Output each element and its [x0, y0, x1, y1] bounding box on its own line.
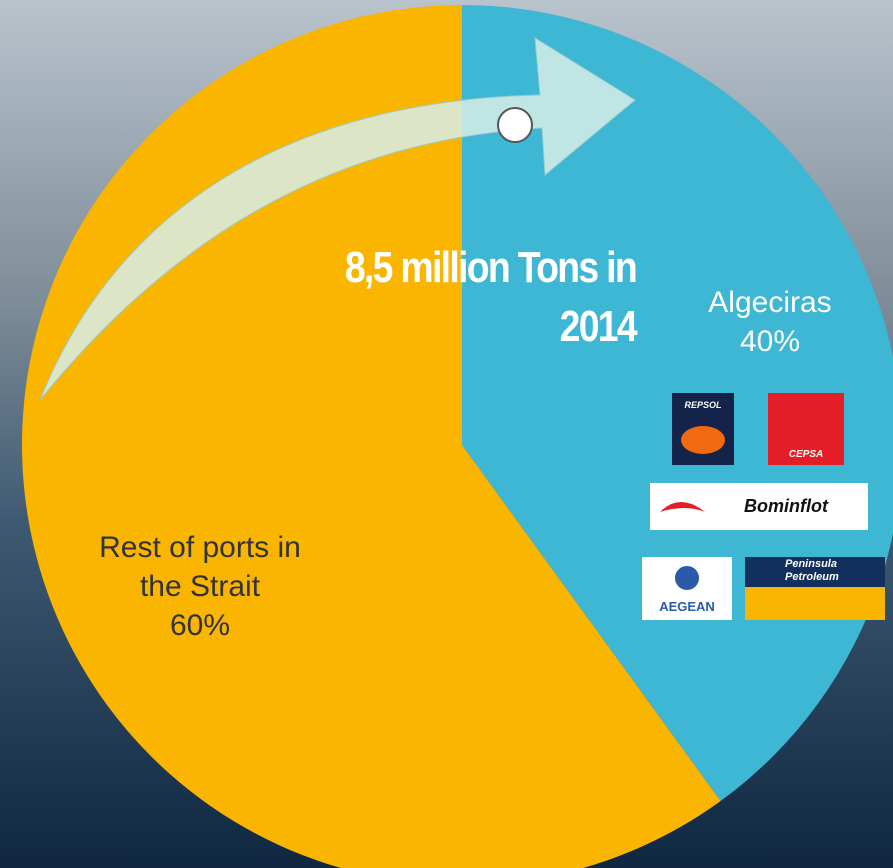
logo-shape [675, 566, 699, 590]
arrow-dot [498, 108, 532, 142]
logo-shape [681, 426, 725, 454]
logo-text: Bominflot [744, 496, 829, 516]
logo-text: AEGEAN [659, 599, 715, 614]
value-label: 40% [655, 322, 885, 361]
logo-text-box: Peninsula Petroleum [785, 558, 885, 588]
chart: REPSOL CEPSA Bominflot AEGEAN Peninsula … [0, 0, 893, 868]
logo-text: REPSOL [684, 400, 721, 410]
category-label: Rest of ports in the Strait [90, 528, 310, 606]
page: REPSOL CEPSA Bominflot AEGEAN Peninsula … [0, 0, 893, 868]
annotation: 8,5 million Tons in 2014 [325, 238, 636, 357]
category-label: Algeciras [655, 283, 885, 322]
logo-text: CEPSA [789, 449, 823, 460]
logo-text: Peninsula Petroleum [785, 558, 885, 584]
value-label: 60% [90, 606, 310, 645]
